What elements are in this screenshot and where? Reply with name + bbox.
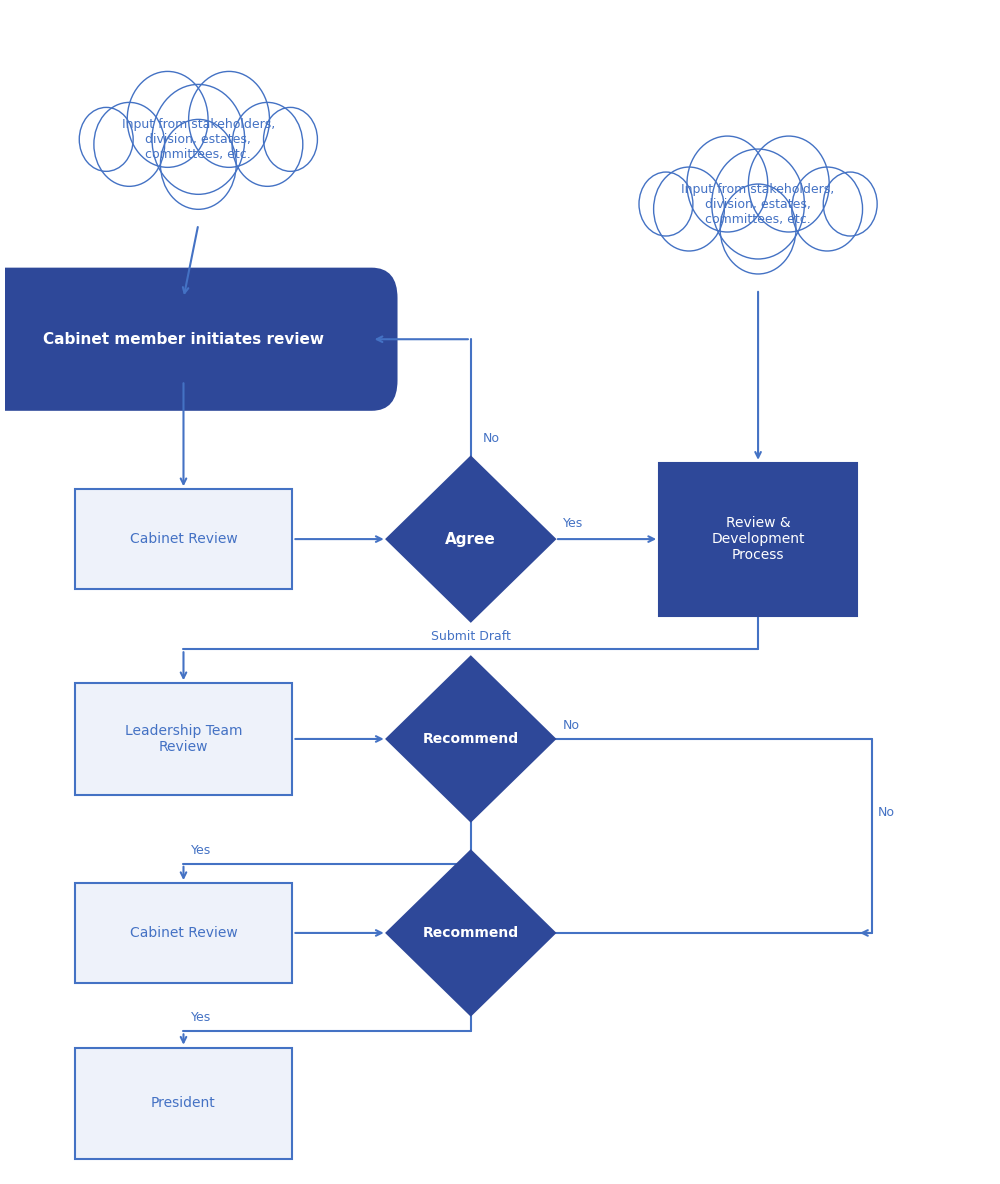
Circle shape bbox=[654, 167, 724, 251]
Circle shape bbox=[152, 84, 245, 194]
Text: No: No bbox=[563, 719, 580, 732]
Polygon shape bbox=[387, 657, 555, 822]
Circle shape bbox=[189, 71, 269, 167]
Bar bbox=[659, 463, 857, 616]
Text: Cabinet Review: Cabinet Review bbox=[130, 532, 237, 546]
Circle shape bbox=[748, 136, 829, 232]
Text: Recommend: Recommend bbox=[423, 926, 519, 940]
Circle shape bbox=[792, 167, 863, 251]
Circle shape bbox=[712, 149, 804, 259]
Bar bbox=[75, 1048, 292, 1159]
Text: Recommend: Recommend bbox=[423, 732, 519, 746]
Text: Yes: Yes bbox=[563, 516, 583, 529]
Text: No: No bbox=[483, 432, 500, 445]
Text: President: President bbox=[151, 1096, 216, 1111]
Circle shape bbox=[639, 172, 693, 236]
Bar bbox=[75, 683, 292, 794]
Polygon shape bbox=[387, 457, 555, 622]
Text: Submit Draft: Submit Draft bbox=[431, 630, 511, 643]
Circle shape bbox=[264, 108, 317, 172]
Circle shape bbox=[720, 184, 796, 274]
Text: Cabinet member initiates review: Cabinet member initiates review bbox=[43, 332, 324, 347]
Text: Cabinet Review: Cabinet Review bbox=[130, 926, 237, 940]
Text: No: No bbox=[878, 806, 895, 819]
Circle shape bbox=[160, 120, 236, 210]
FancyBboxPatch shape bbox=[0, 269, 396, 410]
Circle shape bbox=[127, 71, 208, 167]
Circle shape bbox=[687, 136, 768, 232]
Text: Leadership Team
Review: Leadership Team Review bbox=[125, 723, 242, 754]
Text: Yes: Yes bbox=[191, 844, 212, 857]
Circle shape bbox=[823, 172, 877, 236]
Circle shape bbox=[79, 108, 133, 172]
Circle shape bbox=[232, 102, 303, 186]
Circle shape bbox=[94, 102, 165, 186]
Text: Input from stakeholders,
division, estates,
committees, etc.: Input from stakeholders, division, estat… bbox=[122, 118, 275, 161]
Polygon shape bbox=[387, 850, 555, 1015]
Text: Input from stakeholders,
division, estates,
committees, etc.: Input from stakeholders, division, estat… bbox=[681, 182, 835, 225]
Bar bbox=[75, 489, 292, 590]
Text: Yes: Yes bbox=[191, 1011, 212, 1024]
Text: Review &
Development
Process: Review & Development Process bbox=[711, 516, 805, 562]
Text: Agree: Agree bbox=[445, 532, 496, 547]
Bar bbox=[75, 883, 292, 983]
